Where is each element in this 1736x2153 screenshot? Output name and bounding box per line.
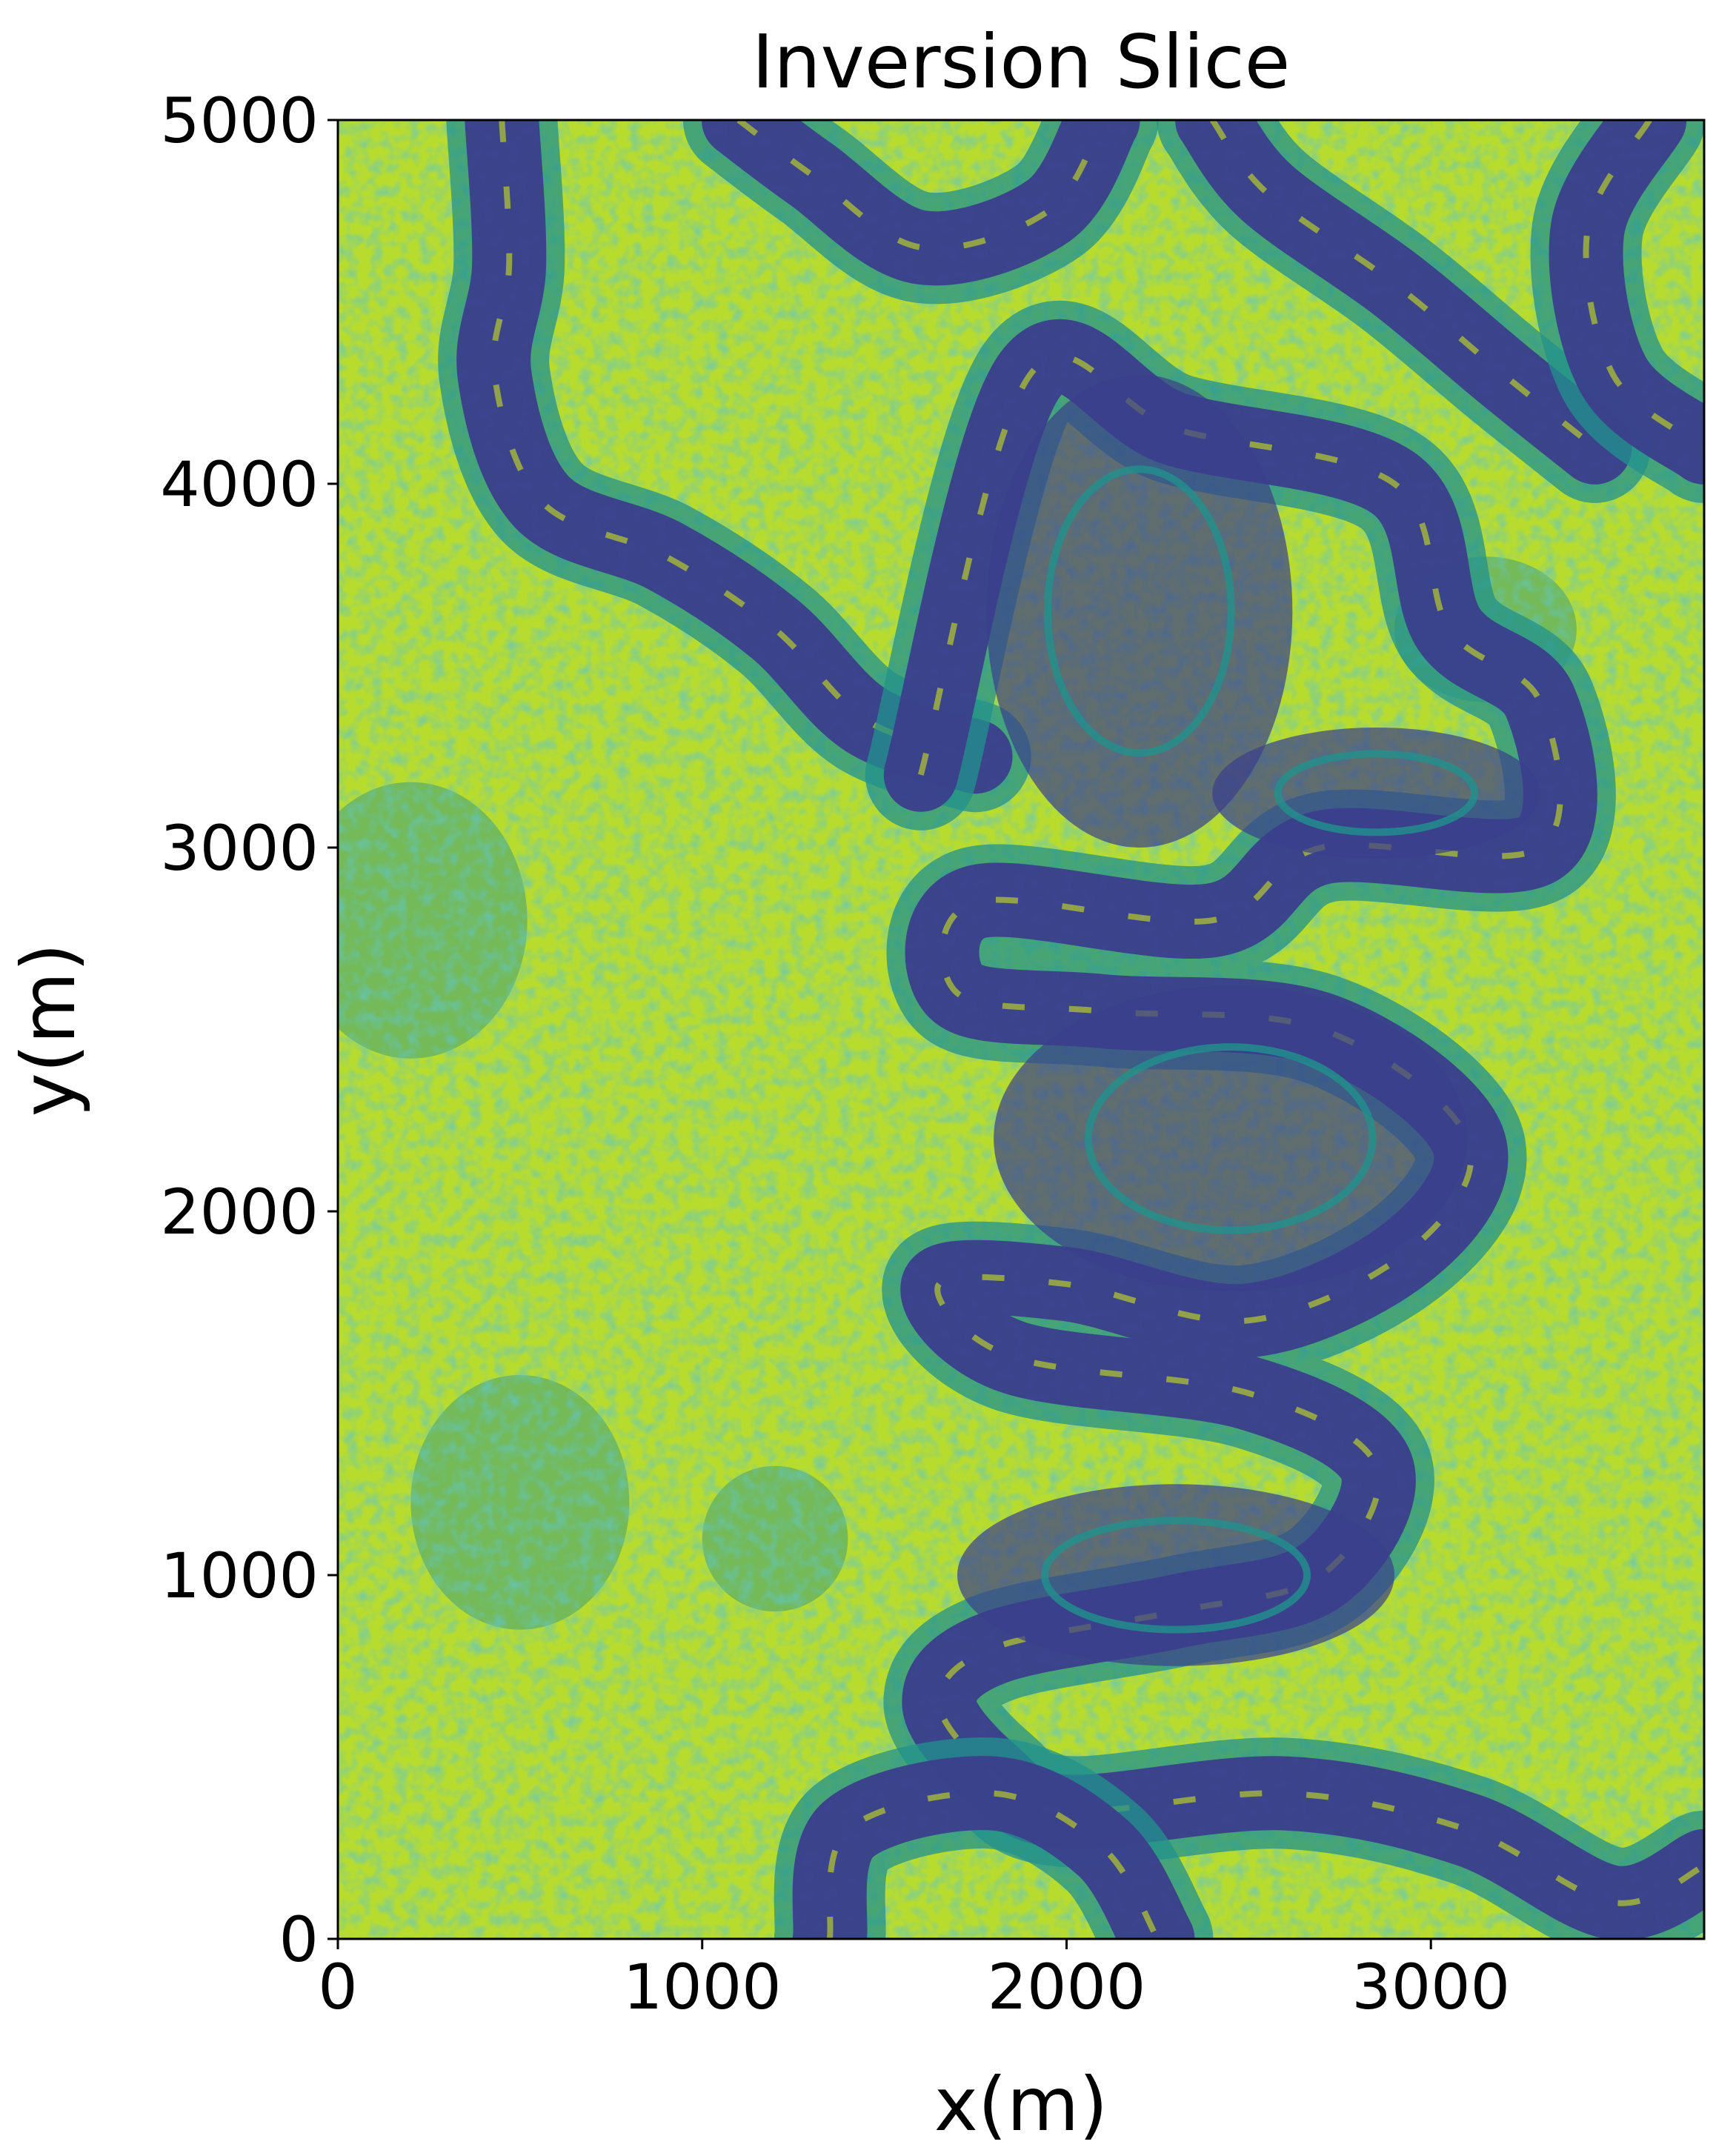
- channel-top-loop: [701, 120, 1140, 286]
- blob-ring-1: [1084, 1043, 1377, 1234]
- plot-area: [338, 120, 1704, 1939]
- channel-north-east: [1175, 120, 1632, 485]
- x-tick-label: 2000: [988, 1951, 1146, 2023]
- y-tick-label: 2000: [160, 1176, 319, 1248]
- x-axis: 0 1000 2000 3000: [318, 1939, 1510, 2023]
- blob-ring-2: [1040, 1517, 1311, 1634]
- x-axis-label: x(m): [934, 2061, 1108, 2148]
- blob-ring-3: [1274, 750, 1479, 836]
- dark-blob-layer: [957, 374, 1540, 1666]
- dark-blob-1: [994, 985, 1468, 1292]
- chart-title: Inversion Slice: [752, 19, 1290, 105]
- channel-layer: [438, 120, 1704, 1939]
- x-tick-label: 3000: [1351, 1951, 1510, 2023]
- channel-east-loop-bar: [1583, 120, 1704, 450]
- dark-blob-2: [957, 1484, 1395, 1666]
- channel-meander-main-bar: [917, 353, 1704, 1906]
- y-axis-label: y(m): [5, 943, 92, 1117]
- y-tick-label: 1000: [160, 1540, 319, 1612]
- channel-bottom-loop-bar: [826, 1790, 1160, 1939]
- x-tick-label: 0: [318, 1951, 357, 2023]
- y-tick-label: 4000: [160, 448, 319, 521]
- x-tick-label: 1000: [623, 1951, 782, 2023]
- channel-west-tributary-bar: [490, 120, 977, 760]
- y-tick-label: 3000: [160, 812, 319, 885]
- plot-frame: [336, 119, 1706, 1940]
- y-axis: 0 1000 2000 3000 4000 5000: [160, 84, 338, 1976]
- y-tick-label: 0: [279, 1903, 319, 1976]
- y-tick-label: 5000: [160, 84, 319, 157]
- blob-ring-0: [1043, 465, 1235, 757]
- dark-blob-3: [1212, 727, 1540, 859]
- dark-blob-0: [986, 374, 1293, 848]
